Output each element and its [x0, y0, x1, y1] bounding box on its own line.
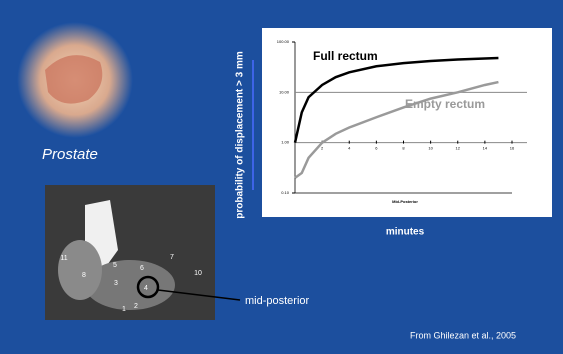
y-tick-label: 0.10 [281, 190, 290, 195]
y-tick-label: 1.00 [281, 140, 290, 145]
mri-label: 2 [134, 303, 138, 310]
x-tick-label: 16 [510, 146, 515, 151]
mri-label: 8 [82, 272, 86, 279]
mri-label: 3 [114, 280, 118, 287]
pointer-label: mid-posterior [245, 295, 310, 307]
y-tick-label: 100.00 [277, 39, 290, 44]
x-tick-label: 12 [456, 146, 461, 151]
y-axis-title: probability of displacement > 3 mm [235, 51, 246, 219]
x-axis-title: minutes [386, 227, 425, 238]
series-label: Full rectum [313, 49, 378, 63]
mri-label: 7 [170, 254, 174, 261]
x-tick-label: 10 [428, 146, 433, 151]
mri-label: 10 [194, 270, 202, 277]
mri-label: 5 [113, 262, 117, 269]
plot-caption: Mid-Posterior [392, 199, 418, 204]
caption: Prostate [42, 146, 98, 163]
mri-label: 1 [122, 306, 126, 313]
slide: Prostate mid-posterior From Ghilezan et … [0, 0, 563, 354]
mri-label: 11 [60, 255, 67, 262]
mri-label: 6 [140, 265, 144, 272]
mri-label: 4 [144, 285, 148, 292]
mri-tissue [58, 240, 102, 300]
y-tick-label: 10.00 [279, 89, 290, 94]
x-tick-label: 14 [483, 146, 488, 151]
series-label: Empty rectum [405, 97, 485, 111]
chart-panel [262, 28, 552, 217]
source: From Ghilezan et al., 2005 [410, 330, 516, 340]
